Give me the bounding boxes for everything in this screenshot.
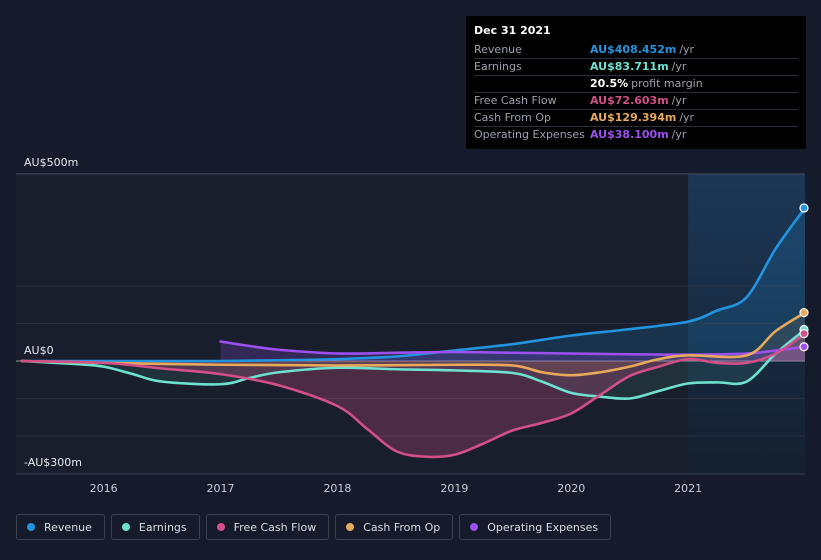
tooltip-row-unit: /yr: [671, 128, 687, 141]
tooltip-row-unit: /yr: [679, 43, 695, 56]
legend-dot-icon: [216, 523, 225, 531]
tooltip-row-value: 20.5%: [590, 77, 629, 90]
legend-dot-icon: [346, 523, 355, 531]
tooltip-row-label: Operating Expenses: [474, 128, 585, 141]
legend-dot-icon: [27, 523, 35, 531]
tooltip-row-label: Earnings: [474, 60, 522, 73]
x-tick-label: 2021: [674, 482, 702, 495]
chart: AU$500m AU$0 -AU$300m 2016 2017 2018 2019 20…: [16, 156, 809, 495]
tooltip-row: Earnings AU$83.711m/yr: [474, 58, 798, 75]
x-tick-label: 2018: [323, 482, 351, 495]
tooltip-row-value: AU$83.711m: [590, 60, 669, 73]
tooltip-row: Free Cash Flow AU$72.603m/yr: [474, 92, 798, 109]
series-area-revenue: [21, 208, 806, 362]
end-marker-operating-expenses: [799, 342, 809, 352]
tooltip-row-value: AU$408.452m: [590, 43, 677, 56]
y-axis-label-top: AU$500m: [24, 156, 78, 169]
series-line-revenue: [20, 206, 807, 363]
tooltip-row-label: Revenue: [474, 43, 522, 56]
end-markers: [799, 203, 809, 352]
x-tick-label: 2020: [557, 482, 585, 495]
legend-label: Free Cash Flow: [233, 520, 317, 534]
end-marker-free-cash-flow: [799, 329, 809, 339]
tooltip-row-label: Free Cash Flow: [474, 94, 557, 107]
tooltip-row-label: [474, 76, 590, 92]
end-marker-cash-from-op: [799, 308, 809, 318]
series-line-operating-expenses: [219, 340, 807, 356]
tooltip-row: Cash From Op AU$129.394m/yr: [474, 109, 798, 126]
series-line-free-cash-flow: [20, 332, 807, 459]
tooltip-row-unit: /yr: [671, 60, 687, 73]
x-tick-label: 2019: [440, 482, 468, 495]
tooltip-row-value: AU$129.394m: [590, 111, 677, 124]
legend-item-cash-from-op[interactable]: Cash From Op: [335, 514, 454, 540]
legend-label: Earnings: [138, 520, 187, 534]
tooltip-row-label: Cash From Op: [474, 111, 552, 124]
x-tick-label: 2016: [90, 482, 118, 495]
tooltip-row-unit: profit margin: [631, 77, 703, 90]
tooltip: Dec 31 2021 Revenue AU$408.452m/yr Earning…: [466, 16, 806, 149]
series-line-cash-from-op: [20, 311, 807, 377]
tooltip-row: Operating Expenses AU$38.100m/yr: [474, 126, 798, 143]
legend-label: Revenue: [44, 520, 92, 534]
legend-dot-icon: [470, 523, 479, 531]
tooltip-row-value: AU$38.100m: [590, 128, 669, 141]
tooltip-row: Revenue AU$408.452m/yr: [474, 42, 798, 58]
legend-item-revenue[interactable]: Revenue: [16, 514, 105, 540]
legend-dot-icon: [121, 523, 130, 531]
y-axis-label-zero: AU$0: [24, 344, 54, 357]
x-axis-ticks: 2016 2017 2018 2019 2020 2021: [90, 482, 702, 495]
legend-label: Operating Expenses: [487, 520, 599, 534]
legend-label: Cash From Op: [363, 520, 441, 534]
series-lines: [20, 206, 807, 459]
legend-item-earnings[interactable]: Earnings: [110, 514, 200, 540]
legend: Revenue Earnings Free Cash Flow Cash From O…: [16, 514, 612, 540]
end-marker-revenue: [799, 203, 809, 213]
legend-item-free-cash-flow[interactable]: Free Cash Flow: [205, 514, 330, 540]
tooltip-row-unit: /yr: [679, 111, 695, 124]
legend-item-operating-expenses[interactable]: Operating Expenses: [459, 514, 612, 540]
tooltip-date: Dec 31 2021: [474, 24, 551, 37]
series-area-cash-from-op: [21, 312, 806, 376]
y-axis-label-bottom: -AU$300m: [24, 456, 82, 469]
series-area-operating-expenses: [220, 341, 806, 361]
tooltip-row-unit: /yr: [671, 94, 687, 107]
series-line-earnings: [20, 328, 807, 401]
tooltip-row: 20.5% profit margin: [474, 75, 798, 92]
tooltip-row-value: AU$72.603m: [590, 94, 669, 107]
x-tick-label: 2017: [207, 482, 235, 495]
